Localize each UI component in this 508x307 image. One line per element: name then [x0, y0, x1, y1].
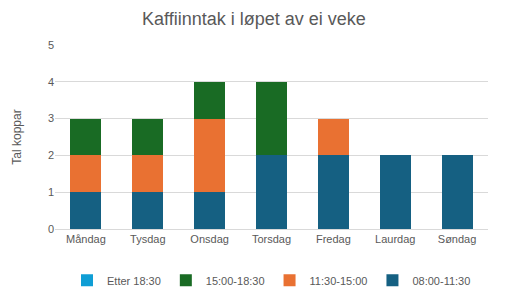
svg-text:Torsdag: Torsdag	[252, 233, 291, 245]
svg-text:Etter 18:30: Etter 18:30	[107, 275, 161, 287]
svg-text:11:30-15:00: 11:30-15:00	[310, 275, 368, 287]
svg-text:Måndag: Måndag	[66, 233, 106, 245]
svg-text:1: 1	[48, 186, 54, 198]
svg-text:4: 4	[48, 76, 54, 88]
svg-text:Fredag: Fredag	[316, 233, 351, 245]
svg-text:Kaffiinntak i løpet av ei veke: Kaffiinntak i løpet av ei veke	[142, 9, 366, 29]
svg-text:2: 2	[48, 149, 54, 161]
svg-text:5: 5	[48, 39, 54, 51]
svg-text:Onsdag: Onsdag	[190, 233, 229, 245]
svg-text:3: 3	[48, 112, 54, 124]
svg-text:15:00-18:30: 15:00-18:30	[206, 275, 265, 287]
svg-text:0: 0	[48, 223, 54, 235]
svg-text:Tysdag: Tysdag	[130, 233, 165, 245]
svg-text:08:00-11:30: 08:00-11:30	[412, 275, 470, 287]
svg-text:Søndag: Søndag	[438, 233, 477, 245]
svg-text:Tal koppar: Tal koppar	[10, 109, 24, 164]
svg-text:Laurdag: Laurdag	[375, 233, 415, 245]
